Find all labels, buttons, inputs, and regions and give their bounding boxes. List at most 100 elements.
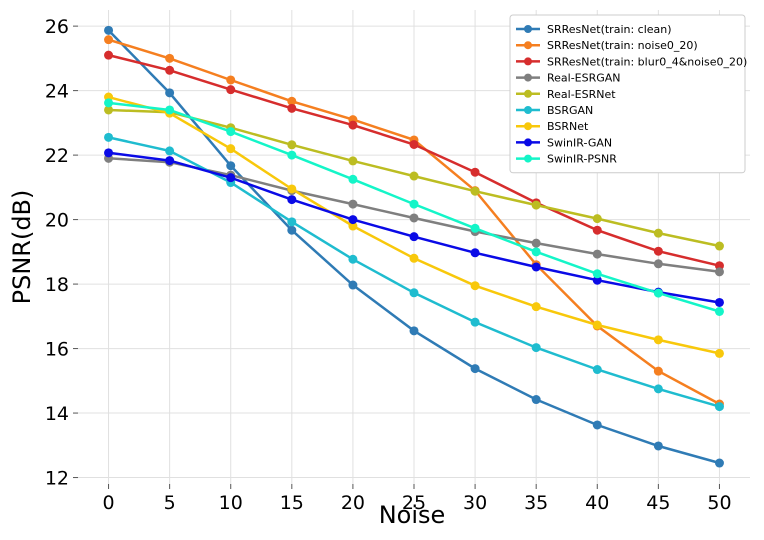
y-tick-label: 12 — [45, 468, 69, 490]
data-point — [653, 259, 663, 269]
data-point — [714, 297, 724, 307]
data-point — [653, 246, 663, 256]
data-point — [104, 105, 114, 115]
legend-swatch-marker — [524, 25, 532, 33]
legend-label: Real-ESRGAN — [547, 72, 621, 85]
x-tick-label: 35 — [524, 492, 548, 514]
data-point — [348, 120, 358, 130]
series-group — [104, 25, 724, 468]
x-tick-label: 40 — [585, 492, 609, 514]
y-tick-label: 22 — [45, 145, 69, 167]
data-point — [470, 364, 480, 374]
data-point — [226, 144, 236, 154]
data-point — [226, 127, 236, 137]
data-point — [714, 458, 724, 468]
data-point — [165, 156, 175, 166]
y-axis-ticks: 12 14 16 18 20 22 24 26 — [45, 16, 78, 490]
data-point — [470, 281, 480, 291]
legend-swatch-marker — [524, 154, 532, 163]
legend-swatch-marker — [524, 89, 532, 98]
legend-label: SwinIR-GAN — [547, 136, 612, 149]
data-point — [409, 199, 419, 209]
legend-label: BSRNet — [547, 120, 589, 133]
data-point — [409, 326, 419, 336]
data-point — [531, 262, 541, 272]
legend-label: SRResNet(train: blur0_4&noise0_20) — [547, 55, 747, 68]
data-point — [348, 280, 358, 290]
data-point — [409, 213, 419, 223]
data-point — [104, 25, 114, 35]
y-tick-label: 14 — [45, 403, 69, 425]
y-tick-label: 16 — [45, 339, 69, 361]
data-point — [104, 50, 114, 60]
data-point — [287, 195, 297, 205]
data-point — [348, 254, 358, 264]
data-point — [409, 139, 419, 149]
data-point — [653, 384, 663, 394]
data-point — [531, 238, 541, 248]
legend-label: Real-ESRNet — [547, 88, 616, 101]
data-point — [653, 335, 663, 345]
data-point — [287, 96, 297, 106]
data-point — [165, 105, 175, 115]
data-point — [165, 88, 175, 98]
data-point — [348, 199, 358, 209]
data-point — [592, 249, 602, 259]
data-point — [714, 241, 724, 251]
data-point — [470, 248, 480, 258]
data-point — [531, 395, 541, 405]
y-tick-label: 18 — [45, 274, 69, 296]
data-point — [104, 35, 114, 45]
legend-swatch-marker — [524, 106, 532, 114]
x-tick-label: 5 — [164, 492, 176, 514]
data-point — [287, 225, 297, 235]
data-point — [653, 288, 663, 298]
x-tick-label: 10 — [219, 492, 243, 514]
data-point — [165, 65, 175, 75]
legend-swatch-marker — [524, 41, 532, 50]
data-point — [226, 161, 236, 171]
data-point — [592, 214, 602, 224]
data-point — [104, 132, 114, 142]
data-point — [531, 247, 541, 257]
legend-label: SwinIR-PSNR — [547, 153, 617, 166]
y-tick-label: 26 — [45, 16, 69, 38]
data-point — [226, 173, 236, 183]
data-point — [531, 343, 541, 353]
legend-swatch-marker — [524, 73, 532, 82]
data-point — [592, 365, 602, 375]
data-point — [348, 156, 358, 166]
data-point — [653, 441, 663, 451]
data-point — [165, 53, 175, 63]
y-tick-label: 20 — [45, 210, 69, 232]
data-point — [714, 306, 724, 316]
y-axis-title: PSNR(dB) — [8, 190, 36, 305]
legend-box — [509, 14, 746, 174]
data-point — [531, 302, 541, 312]
data-point — [592, 269, 602, 279]
legend-label: SRResNet(train: clean) — [547, 23, 672, 36]
data-point — [104, 148, 114, 158]
data-point — [409, 253, 419, 263]
data-point — [348, 174, 358, 184]
data-point — [348, 215, 358, 225]
legend-swatch-marker — [524, 138, 532, 147]
data-point — [287, 140, 297, 150]
x-tick-label: 50 — [707, 492, 731, 514]
data-point — [653, 228, 663, 238]
x-tick-label: 45 — [646, 492, 670, 514]
data-point — [287, 150, 297, 160]
data-point — [409, 171, 419, 181]
x-tick-label: 0 — [102, 492, 114, 514]
data-point — [470, 186, 480, 196]
legend-label: BSRGAN — [547, 104, 593, 117]
y-tick-label: 24 — [45, 81, 69, 103]
data-point — [714, 348, 724, 358]
x-axis-ticks: 0 5 10 15 20 25 30 35 40 45 50 — [102, 484, 732, 514]
data-point — [714, 402, 724, 412]
data-point — [592, 275, 602, 285]
legend-label: SRResNet(train: noise0_20) — [547, 39, 698, 52]
data-point — [653, 366, 663, 376]
x-tick-label: 15 — [280, 492, 304, 514]
